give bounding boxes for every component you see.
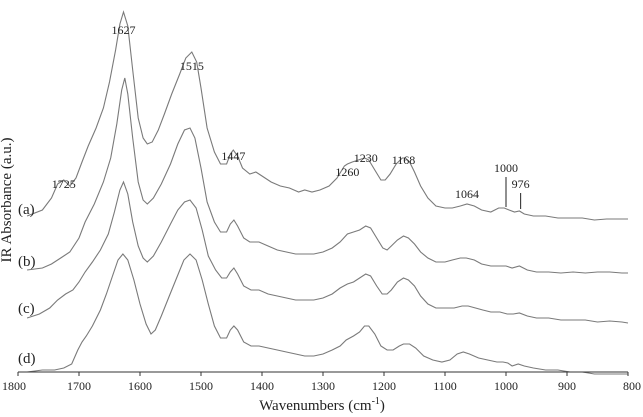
- x-tick-label: 1800: [2, 379, 26, 393]
- series-label-c: (c): [18, 301, 35, 317]
- series-label-a: (a): [18, 202, 35, 218]
- peak-label-1447: 1447: [221, 149, 245, 163]
- x-tick-label: 1100: [433, 379, 457, 393]
- x-axis-label-end: ): [380, 398, 385, 414]
- x-tick-label: 1400: [250, 379, 274, 393]
- x-tick-labels: 1800 1700 1600 1500 1400 1300 1200 1100 1000 900 8…: [2, 372, 641, 393]
- peak-label-1168: 1168: [392, 153, 416, 167]
- x-tick-label: 800: [623, 379, 641, 393]
- series-labels: (a) (b) (c) (d): [18, 202, 36, 367]
- x-tick-label: 1200: [372, 379, 396, 393]
- x-tick-label: 1700: [67, 379, 91, 393]
- peak-label-1260: 1260: [335, 165, 359, 179]
- x-tick-label: 1600: [128, 379, 152, 393]
- peak-label-1000: 1000: [494, 161, 518, 175]
- x-axis-label: Wavenumbers (cm-1): [259, 396, 385, 414]
- spectrum-line-b: [27, 77, 628, 274]
- x-tick-label: 1000: [494, 379, 518, 393]
- spectrum-line-a: [26, 10, 628, 221]
- series-label-d: (d): [18, 351, 36, 367]
- x-axis-label-sup: -1: [372, 396, 380, 407]
- peak-label-976: 976: [512, 177, 530, 191]
- x-tick-label: 1500: [189, 379, 213, 393]
- spectrum-line-c: [26, 180, 629, 324]
- spectrum-line-d: [27, 253, 628, 375]
- series-label-b: (b): [18, 254, 36, 270]
- x-tick-label: 900: [558, 379, 576, 393]
- y-axis-label: IR Absorbance (a.u.): [0, 138, 15, 263]
- peak-label-1064: 1064: [455, 187, 479, 201]
- peak-label-1627: 1627: [112, 23, 136, 37]
- peak-label-1725: 1725: [52, 177, 76, 191]
- x-tick-label: 1300: [311, 379, 335, 393]
- peak-label-1230: 1230: [354, 151, 378, 165]
- x-axis-label-main: Wavenumbers (cm: [259, 398, 372, 414]
- series-layer: [26, 10, 629, 375]
- peak-label-1515: 1515: [180, 59, 204, 73]
